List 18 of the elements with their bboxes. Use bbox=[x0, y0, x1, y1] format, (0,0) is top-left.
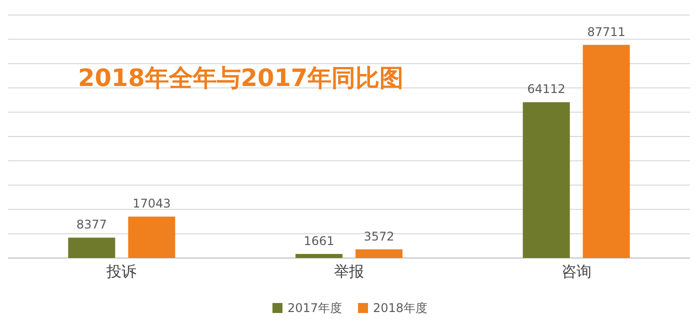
x-tick-label: 咨询 bbox=[561, 264, 592, 281]
data-label: 64112 bbox=[527, 82, 566, 96]
bar bbox=[522, 102, 570, 258]
text: 2018年全年与2017年同比图 bbox=[78, 64, 404, 92]
data-label: 3572 bbox=[364, 229, 394, 244]
data-label: 87711 bbox=[587, 24, 626, 39]
bar bbox=[68, 238, 116, 258]
bar bbox=[356, 249, 402, 258]
bar bbox=[296, 254, 342, 258]
data-label: 8377 bbox=[76, 218, 107, 232]
bar bbox=[128, 216, 176, 258]
x-tick-label: 举报 bbox=[334, 264, 364, 281]
data-label: 17043 bbox=[132, 196, 171, 211]
bar bbox=[582, 44, 630, 258]
x-tick-label: 投诉 bbox=[106, 264, 137, 281]
legend-label: 2018年度 bbox=[373, 301, 428, 315]
legend-label: 2017年度 bbox=[287, 301, 342, 315]
data-label: 1661 bbox=[304, 234, 334, 248]
